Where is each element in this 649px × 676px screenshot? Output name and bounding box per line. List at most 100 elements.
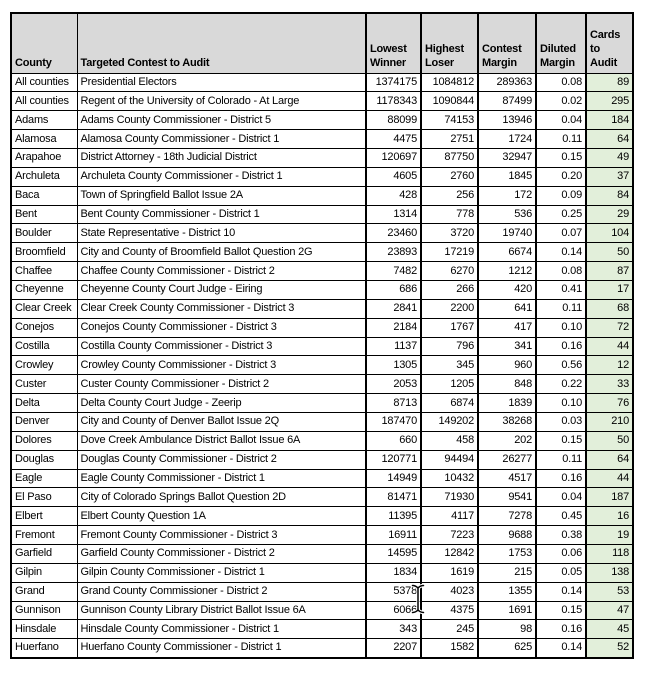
- cell-contest-margin[interactable]: 7278: [477, 506, 537, 527]
- cell-contest[interactable]: Regent of the University of Colorado - A…: [76, 91, 367, 112]
- cell-diluted-margin[interactable]: 0.11: [535, 298, 587, 319]
- cell-cards-to-audit[interactable]: 184: [585, 110, 634, 131]
- cell-contest-margin[interactable]: 215: [477, 562, 537, 583]
- cell-highest-loser[interactable]: 458: [420, 430, 479, 451]
- cell-lowest-winner[interactable]: 23460: [365, 223, 422, 244]
- cell-county[interactable]: Douglas: [10, 449, 78, 470]
- cell-cards-to-audit[interactable]: 52: [585, 638, 634, 659]
- cell-diluted-margin[interactable]: 0.14: [535, 581, 587, 602]
- cell-lowest-winner[interactable]: 120771: [365, 449, 422, 470]
- column-header-diluted-margin[interactable]: Diluted Margin: [535, 12, 587, 74]
- cell-diluted-margin[interactable]: 0.04: [535, 487, 587, 508]
- cell-lowest-winner[interactable]: 1374175: [365, 72, 422, 93]
- cell-lowest-winner[interactable]: 1834: [365, 562, 422, 583]
- cell-contest[interactable]: Hinsdale County Commissioner - District …: [76, 619, 367, 640]
- cell-cards-to-audit[interactable]: 187: [585, 487, 634, 508]
- cell-contest-margin[interactable]: 98: [477, 619, 537, 640]
- cell-cards-to-audit[interactable]: 17: [585, 279, 634, 300]
- cell-lowest-winner[interactable]: 2184: [365, 317, 422, 338]
- cell-lowest-winner[interactable]: 1178343: [365, 91, 422, 112]
- cell-contest[interactable]: Clear Creek County Commissioner - Distri…: [76, 298, 367, 319]
- cell-diluted-margin[interactable]: 0.02: [535, 91, 587, 112]
- cell-county[interactable]: Dolores: [10, 430, 78, 451]
- cell-cards-to-audit[interactable]: 50: [585, 242, 634, 263]
- cell-county[interactable]: Costilla: [10, 336, 78, 357]
- cell-highest-loser[interactable]: 74153: [420, 110, 479, 131]
- cell-county[interactable]: Garfield: [10, 543, 78, 564]
- cell-county[interactable]: Fremont: [10, 525, 78, 545]
- cell-lowest-winner[interactable]: 343: [365, 619, 422, 640]
- cell-lowest-winner[interactable]: 14949: [365, 468, 422, 489]
- cell-diluted-margin[interactable]: 0.08: [535, 261, 587, 281]
- cell-cards-to-audit[interactable]: 45: [585, 619, 634, 640]
- cell-contest-margin[interactable]: 13946: [477, 110, 537, 131]
- cell-contest-margin[interactable]: 32947: [477, 147, 537, 168]
- cell-contest[interactable]: Chaffee County Commissioner - District 2: [76, 261, 367, 281]
- cell-contest-margin[interactable]: 4517: [477, 468, 537, 489]
- cell-contest[interactable]: Gilpin County Commissioner - District 1: [76, 562, 367, 583]
- cell-lowest-winner[interactable]: 8713: [365, 393, 422, 413]
- cell-diluted-margin[interactable]: 0.56: [535, 355, 587, 376]
- cell-county[interactable]: Bent: [10, 204, 78, 225]
- cell-contest-margin[interactable]: 1212: [477, 261, 537, 281]
- cell-county[interactable]: Hinsdale: [10, 619, 78, 640]
- cell-diluted-margin[interactable]: 0.10: [535, 393, 587, 413]
- cell-county[interactable]: Gunnison: [10, 600, 78, 621]
- cell-county[interactable]: Cheyenne: [10, 279, 78, 300]
- cell-county[interactable]: Huerfano: [10, 638, 78, 659]
- cell-diluted-margin[interactable]: 0.38: [535, 525, 587, 545]
- cell-cards-to-audit[interactable]: 64: [585, 449, 634, 470]
- cell-county[interactable]: Alamosa: [10, 129, 78, 149]
- cell-cards-to-audit[interactable]: 19: [585, 525, 634, 545]
- cell-county[interactable]: Elbert: [10, 506, 78, 527]
- cell-highest-loser[interactable]: 1767: [420, 317, 479, 338]
- cell-contest[interactable]: Gunnison County Library District Ballot …: [76, 600, 367, 621]
- cell-highest-loser[interactable]: 796: [420, 336, 479, 357]
- cell-contest-margin[interactable]: 641: [477, 298, 537, 319]
- cell-cards-to-audit[interactable]: 138: [585, 562, 634, 583]
- cell-cards-to-audit[interactable]: 76: [585, 393, 634, 413]
- cell-contest-margin[interactable]: 38268: [477, 411, 537, 432]
- cell-highest-loser[interactable]: 778: [420, 204, 479, 225]
- cell-contest-margin[interactable]: 536: [477, 204, 537, 225]
- cell-highest-loser[interactable]: 71930: [420, 487, 479, 508]
- cell-highest-loser[interactable]: 6270: [420, 261, 479, 281]
- cell-lowest-winner[interactable]: 81471: [365, 487, 422, 508]
- cell-highest-loser[interactable]: 1619: [420, 562, 479, 583]
- cell-county[interactable]: Grand: [10, 581, 78, 602]
- cell-diluted-margin[interactable]: 0.14: [535, 638, 587, 659]
- cell-contest[interactable]: Custer County Commissioner - District 2: [76, 374, 367, 395]
- cell-cards-to-audit[interactable]: 12: [585, 355, 634, 376]
- cell-lowest-winner[interactable]: 7482: [365, 261, 422, 281]
- cell-diluted-margin[interactable]: 0.15: [535, 147, 587, 168]
- cell-diluted-margin[interactable]: 0.41: [535, 279, 587, 300]
- cell-cards-to-audit[interactable]: 50: [585, 430, 634, 451]
- cell-lowest-winner[interactable]: 2053: [365, 374, 422, 395]
- cell-cards-to-audit[interactable]: 68: [585, 298, 634, 319]
- cell-diluted-margin[interactable]: 0.05: [535, 562, 587, 583]
- cell-contest-margin[interactable]: 172: [477, 185, 537, 206]
- cell-highest-loser[interactable]: 2200: [420, 298, 479, 319]
- cell-contest[interactable]: Grand County Commissioner - District 2: [76, 581, 367, 602]
- cell-contest[interactable]: Garfield County Commissioner - District …: [76, 543, 367, 564]
- cell-lowest-winner[interactable]: 23893: [365, 242, 422, 263]
- cell-highest-loser[interactable]: 266: [420, 279, 479, 300]
- cell-cards-to-audit[interactable]: 37: [585, 166, 634, 187]
- cell-contest[interactable]: Bent County Commissioner - District 1: [76, 204, 367, 225]
- column-header-highest-loser[interactable]: Highest Loser: [420, 12, 479, 74]
- cell-contest-margin[interactable]: 420: [477, 279, 537, 300]
- cell-highest-loser[interactable]: 6874: [420, 393, 479, 413]
- cell-highest-loser[interactable]: 3720: [420, 223, 479, 244]
- cell-contest[interactable]: Presidential Electors: [76, 72, 367, 93]
- cell-lowest-winner[interactable]: 120697: [365, 147, 422, 168]
- cell-highest-loser[interactable]: 1084812: [420, 72, 479, 93]
- cell-contest-margin[interactable]: 1724: [477, 129, 537, 149]
- cell-contest[interactable]: Adams County Commissioner - District 5: [76, 110, 367, 131]
- cell-diluted-margin[interactable]: 0.11: [535, 449, 587, 470]
- cell-county[interactable]: Chaffee: [10, 261, 78, 281]
- cell-contest[interactable]: City of Colorado Springs Ballot Question…: [76, 487, 367, 508]
- cell-contest[interactable]: Crowley County Commissioner - District 3: [76, 355, 367, 376]
- cell-highest-loser[interactable]: 2751: [420, 129, 479, 149]
- cell-diluted-margin[interactable]: 0.20: [535, 166, 587, 187]
- cell-highest-loser[interactable]: 4023: [420, 581, 479, 602]
